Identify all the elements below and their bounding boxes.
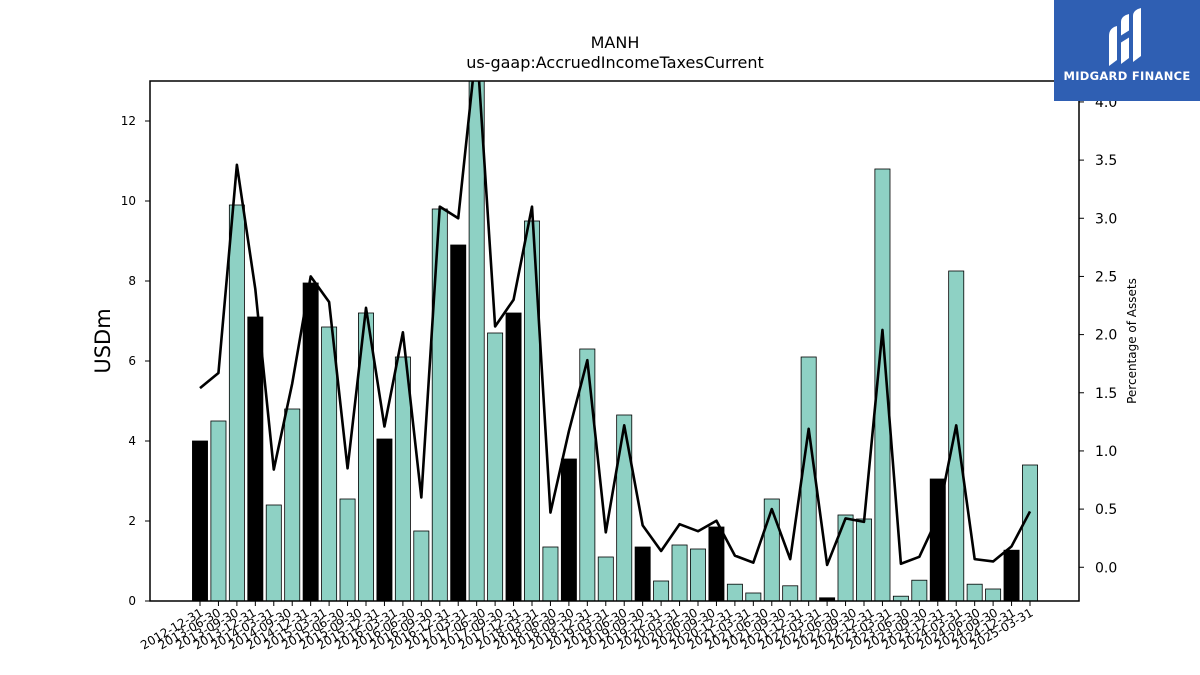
bar-2012-12-31: [192, 440, 208, 601]
y2-tick-label: 2.0: [1095, 328, 1117, 344]
y2-tick-label: 0.0: [1095, 560, 1117, 576]
bar-2017-12-31: [542, 546, 559, 601]
y-tick-label: 4: [128, 434, 136, 448]
bar-2019-03-31: [634, 546, 651, 601]
bar-2018-09-30: [597, 556, 614, 601]
bar-2018-06-30: [579, 348, 596, 601]
brand-mark-icon: [1109, 8, 1141, 66]
bar-2023-12-31: [985, 588, 1002, 601]
y2-tick-label: 1.5: [1095, 386, 1117, 402]
bar-2021-12-31: [837, 514, 854, 601]
y2-tick-label: 2.5: [1095, 269, 1117, 285]
bar-2015-12-31: [394, 356, 411, 601]
left-axis-ticks: 0 2 4 6 8 10 12: [121, 114, 150, 608]
bar-2023-09-30: [966, 583, 983, 601]
bar-2024-06-30: [1022, 464, 1038, 601]
bar-2020-03-31: [708, 526, 725, 601]
bar-2016-03-31: [413, 530, 430, 601]
bar-2013-09-30: [247, 316, 264, 601]
bar-2020-06-30: [726, 583, 743, 601]
x-axis-ticks: 2012-12-312013-06-302013-09-302013-12-31…: [138, 601, 1036, 652]
bar-2024-03-31: [1003, 549, 1020, 601]
pct-assets-line: [199, 81, 1032, 567]
bar-2023-06-30: [948, 270, 965, 601]
bar-2020-12-31: [763, 498, 780, 601]
bar-2018-03-31: [560, 458, 577, 601]
bar-series: [192, 81, 1038, 601]
bar-2013-03-31: [210, 420, 227, 601]
y2-tick-label: 3.0: [1095, 211, 1117, 227]
brand-logo: MIDGARD FINANCE: [1054, 0, 1200, 101]
bar-2013-06-30: [228, 204, 245, 601]
bar-2016-06-30: [431, 208, 448, 601]
bar-2017-06-30: [505, 312, 522, 601]
bar-2013-12-31: [265, 504, 282, 601]
bar-2014-09-30: [302, 282, 319, 601]
bar-2021-03-31: [782, 585, 799, 601]
bar-2022-12-31: [911, 579, 928, 601]
chart-subtitle: us-gaap:AccruedIncomeTaxesCurrent: [466, 53, 764, 72]
bar-2021-06-30: [800, 356, 817, 601]
y-tick-label: 10: [121, 194, 136, 208]
bar-2016-09-30: [450, 244, 467, 601]
y-tick-label: 12: [121, 114, 136, 128]
y-tick-label: 2: [128, 514, 136, 528]
bar-2015-09-30: [376, 438, 393, 601]
bar-2018-12-31: [616, 414, 633, 601]
bar-2016-12-31: [468, 81, 485, 601]
right-axis-ticks: 0.00.51.01.52.02.53.03.54.0: [1079, 95, 1117, 576]
bar-2019-09-30: [671, 544, 688, 601]
y2-tick-label: 1.0: [1095, 444, 1117, 460]
bar-2022-03-31: [856, 518, 872, 601]
bar-2023-03-31: [929, 478, 946, 601]
bar-2020-09-30: [745, 592, 762, 601]
y-tick-label: 8: [128, 274, 136, 288]
bar-2015-03-31: [339, 498, 356, 601]
y-tick-label: 6: [128, 354, 136, 368]
bar-2022-06-30: [874, 168, 891, 601]
bar-2017-03-31: [487, 332, 504, 601]
bar-2022-09-30: [892, 595, 909, 601]
chart-title: MANH: [591, 33, 640, 52]
plot-frame: [149, 80, 1080, 602]
line-series: [199, 81, 1032, 567]
bar-2019-12-31: [690, 548, 706, 601]
y2-axis-label: Percentage of Assets: [1125, 278, 1139, 404]
bar-2014-12-31: [321, 326, 338, 601]
brand-name: MIDGARD FINANCE: [1063, 69, 1191, 83]
y-axis-label: USDm: [91, 308, 115, 373]
bar-2014-03-31: [284, 408, 301, 601]
y-tick-label: 0: [128, 594, 136, 608]
y2-tick-label: 0.5: [1095, 502, 1117, 518]
bar-2019-06-30: [653, 580, 670, 601]
y2-tick-label: 3.5: [1095, 153, 1117, 169]
